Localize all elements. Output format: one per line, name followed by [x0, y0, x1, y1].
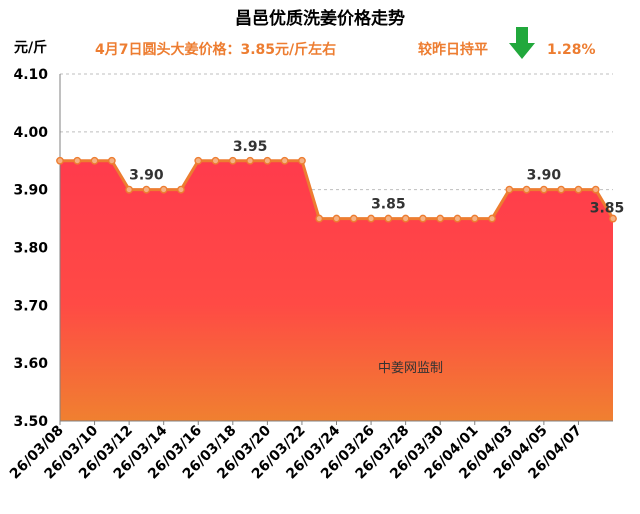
plot-area — [59, 74, 615, 422]
y-axis-unit: 元/斤 — [14, 39, 47, 56]
data-point — [177, 185, 185, 194]
y-axis: 3.50 3.60 3.70 3.80 3.90 4.00 4.10 — [13, 67, 48, 430]
data-point — [470, 214, 479, 223]
data-markers — [56, 156, 617, 223]
data-point — [280, 156, 289, 165]
data-point — [349, 214, 358, 223]
data-label: 3.95 — [233, 139, 268, 155]
data-point — [332, 214, 341, 223]
y-tick-label: 3.90 — [13, 183, 48, 199]
data-labels: 3.90 3.95 3.85 3.90 3.85 — [129, 139, 624, 217]
chart-subtitle: 4月7日圆头大姜价格：3.85元/斤左右 — [95, 41, 336, 58]
data-label: 3.90 — [527, 168, 562, 184]
data-point — [574, 185, 583, 194]
y-tick-label: 4.10 — [13, 67, 48, 83]
data-point — [539, 185, 548, 194]
data-point — [453, 214, 462, 223]
data-label: 3.90 — [129, 168, 164, 184]
data-point — [557, 185, 566, 194]
data-point — [505, 185, 514, 194]
data-point — [159, 185, 168, 194]
comparison-text: 较昨日持平 — [418, 41, 488, 58]
data-point — [125, 185, 134, 194]
data-point — [211, 156, 220, 165]
y-tick-label: 3.80 — [13, 241, 48, 257]
data-point — [609, 214, 617, 223]
y-tick-label: 4.00 — [13, 125, 48, 141]
y-tick-label: 3.70 — [13, 298, 48, 314]
data-point — [228, 156, 237, 165]
data-point — [73, 156, 82, 165]
down-arrow-icon — [509, 27, 535, 59]
data-point — [488, 214, 496, 223]
data-point — [90, 156, 99, 165]
watermark: 中姜网监制 — [378, 361, 443, 376]
data-point — [107, 156, 116, 165]
data-label: 3.85 — [590, 201, 625, 217]
data-point — [246, 156, 254, 165]
y-tick-label: 3.60 — [13, 356, 48, 372]
data-point — [194, 156, 203, 165]
y-tick-label: 3.50 — [13, 414, 48, 430]
data-point — [436, 214, 445, 223]
data-point — [367, 214, 375, 223]
data-point — [263, 156, 272, 165]
data-point — [298, 156, 306, 165]
data-point — [56, 156, 64, 165]
chart-title: 昌邑优质洗姜价格走势 — [235, 8, 405, 29]
data-point — [142, 185, 151, 194]
data-point — [522, 185, 531, 194]
x-axis: 26/03/0826/03/1026/03/1226/03/1426/03/16… — [7, 421, 585, 482]
data-point — [591, 185, 600, 194]
comparison-percent: 1.28% — [547, 42, 596, 58]
data-point — [401, 214, 410, 223]
area-fill — [60, 160, 613, 421]
data-label: 3.85 — [371, 197, 406, 213]
data-point — [315, 214, 324, 223]
data-point — [384, 214, 393, 223]
data-point — [419, 214, 427, 223]
